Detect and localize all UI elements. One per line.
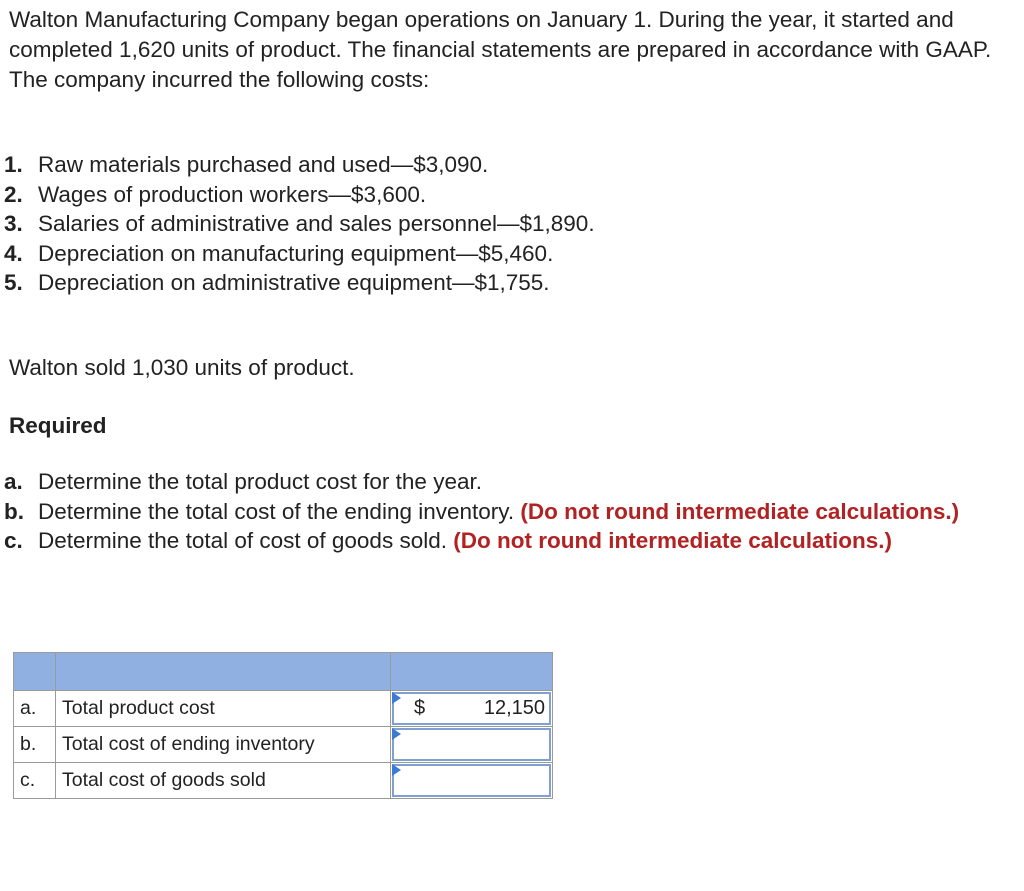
requirement-b: b. Determine the total cost of the endin… xyxy=(4,498,960,524)
answer-table: a. Total product cost $ 12,150 b. Total … xyxy=(13,652,553,799)
list-item: 5. Depreciation on administrative equipme… xyxy=(4,270,550,295)
rounding-note: (Do not round intermediate calculations.… xyxy=(453,528,893,553)
currency-symbol: $ xyxy=(414,697,426,719)
table-header-row xyxy=(13,652,553,691)
input-marker-icon xyxy=(392,692,401,704)
table-row: a. Total product cost $ 12,150 xyxy=(13,690,553,727)
required-heading: Required xyxy=(9,413,107,438)
list-item: 4. Depreciation on manufacturing equipmen… xyxy=(4,240,554,266)
total-product-cost-input[interactable]: $ 12,150 xyxy=(392,692,551,725)
list-item: 3. Salaries of administrative and sales p… xyxy=(4,211,595,236)
list-item: 2. Wages of production workers—$3,600. xyxy=(4,181,427,207)
cost-of-goods-sold-input[interactable] xyxy=(392,764,551,797)
input-marker-icon xyxy=(392,764,401,776)
ending-inventory-cost-input[interactable] xyxy=(392,728,551,761)
requirement-a: a. Determine the total product cost for … xyxy=(4,469,482,494)
cost-list: 1. Raw materials purchased and used—$3,09… xyxy=(0,150,595,298)
units-sold-text: Walton sold 1,030 units of product. xyxy=(9,355,355,380)
problem-intro: Walton Manufacturing Company began opera… xyxy=(9,7,992,92)
input-marker-icon xyxy=(392,728,401,740)
requirements-list: a. Determine the total product cost for … xyxy=(0,467,1020,556)
table-row: c. Total cost of goods sold xyxy=(13,762,553,799)
table-row: b. Total cost of ending inventory xyxy=(13,726,553,763)
rounding-note: (Do not round intermediate calculations.… xyxy=(520,498,960,524)
input-value: 12,150 xyxy=(483,697,545,719)
requirement-c: c. Determine the total of cost of goods … xyxy=(4,528,893,553)
list-item: 1. Raw materials purchased and used—$3,09… xyxy=(4,152,489,177)
